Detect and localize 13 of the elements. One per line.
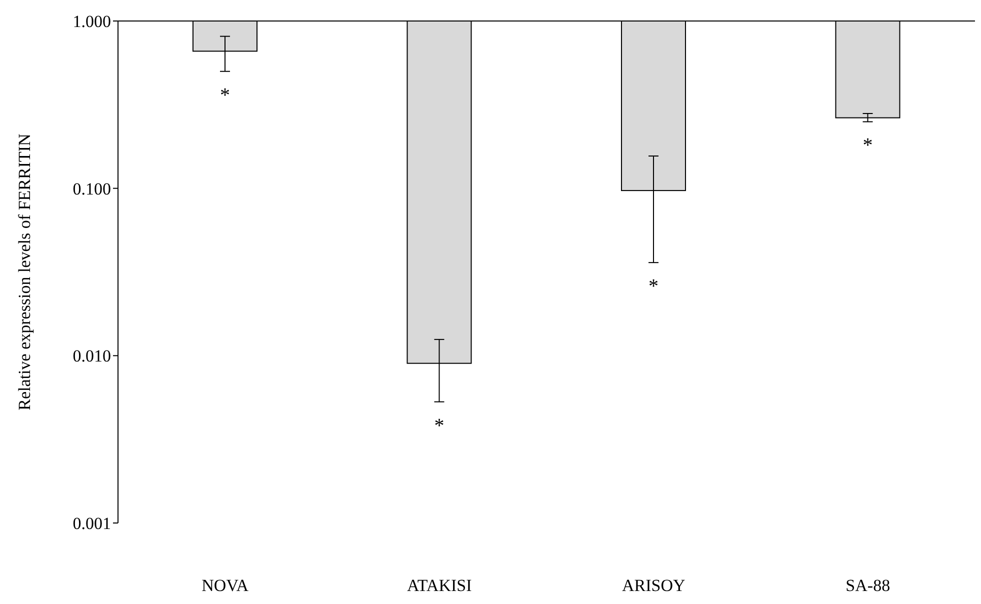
annotation: * (434, 414, 444, 437)
x-tick-label: ARISOY (622, 576, 686, 596)
x-tick-label: NOVA (202, 576, 250, 596)
annotation: * (648, 276, 658, 298)
annotation: * (862, 134, 873, 157)
y-axis-title: Relative expression levels of FERRITIN (15, 134, 34, 410)
y-tick-label: 1.000 (72, 12, 111, 32)
x-tick-label: ATAKISI (407, 576, 472, 596)
annotation: * (220, 84, 230, 106)
y-tick-label: 0.010 (72, 346, 111, 366)
x-tick-label: SA-88 (846, 576, 890, 596)
y-tick-label: 0.100 (72, 179, 111, 198)
y-tick-label: 0.001 (72, 514, 111, 534)
